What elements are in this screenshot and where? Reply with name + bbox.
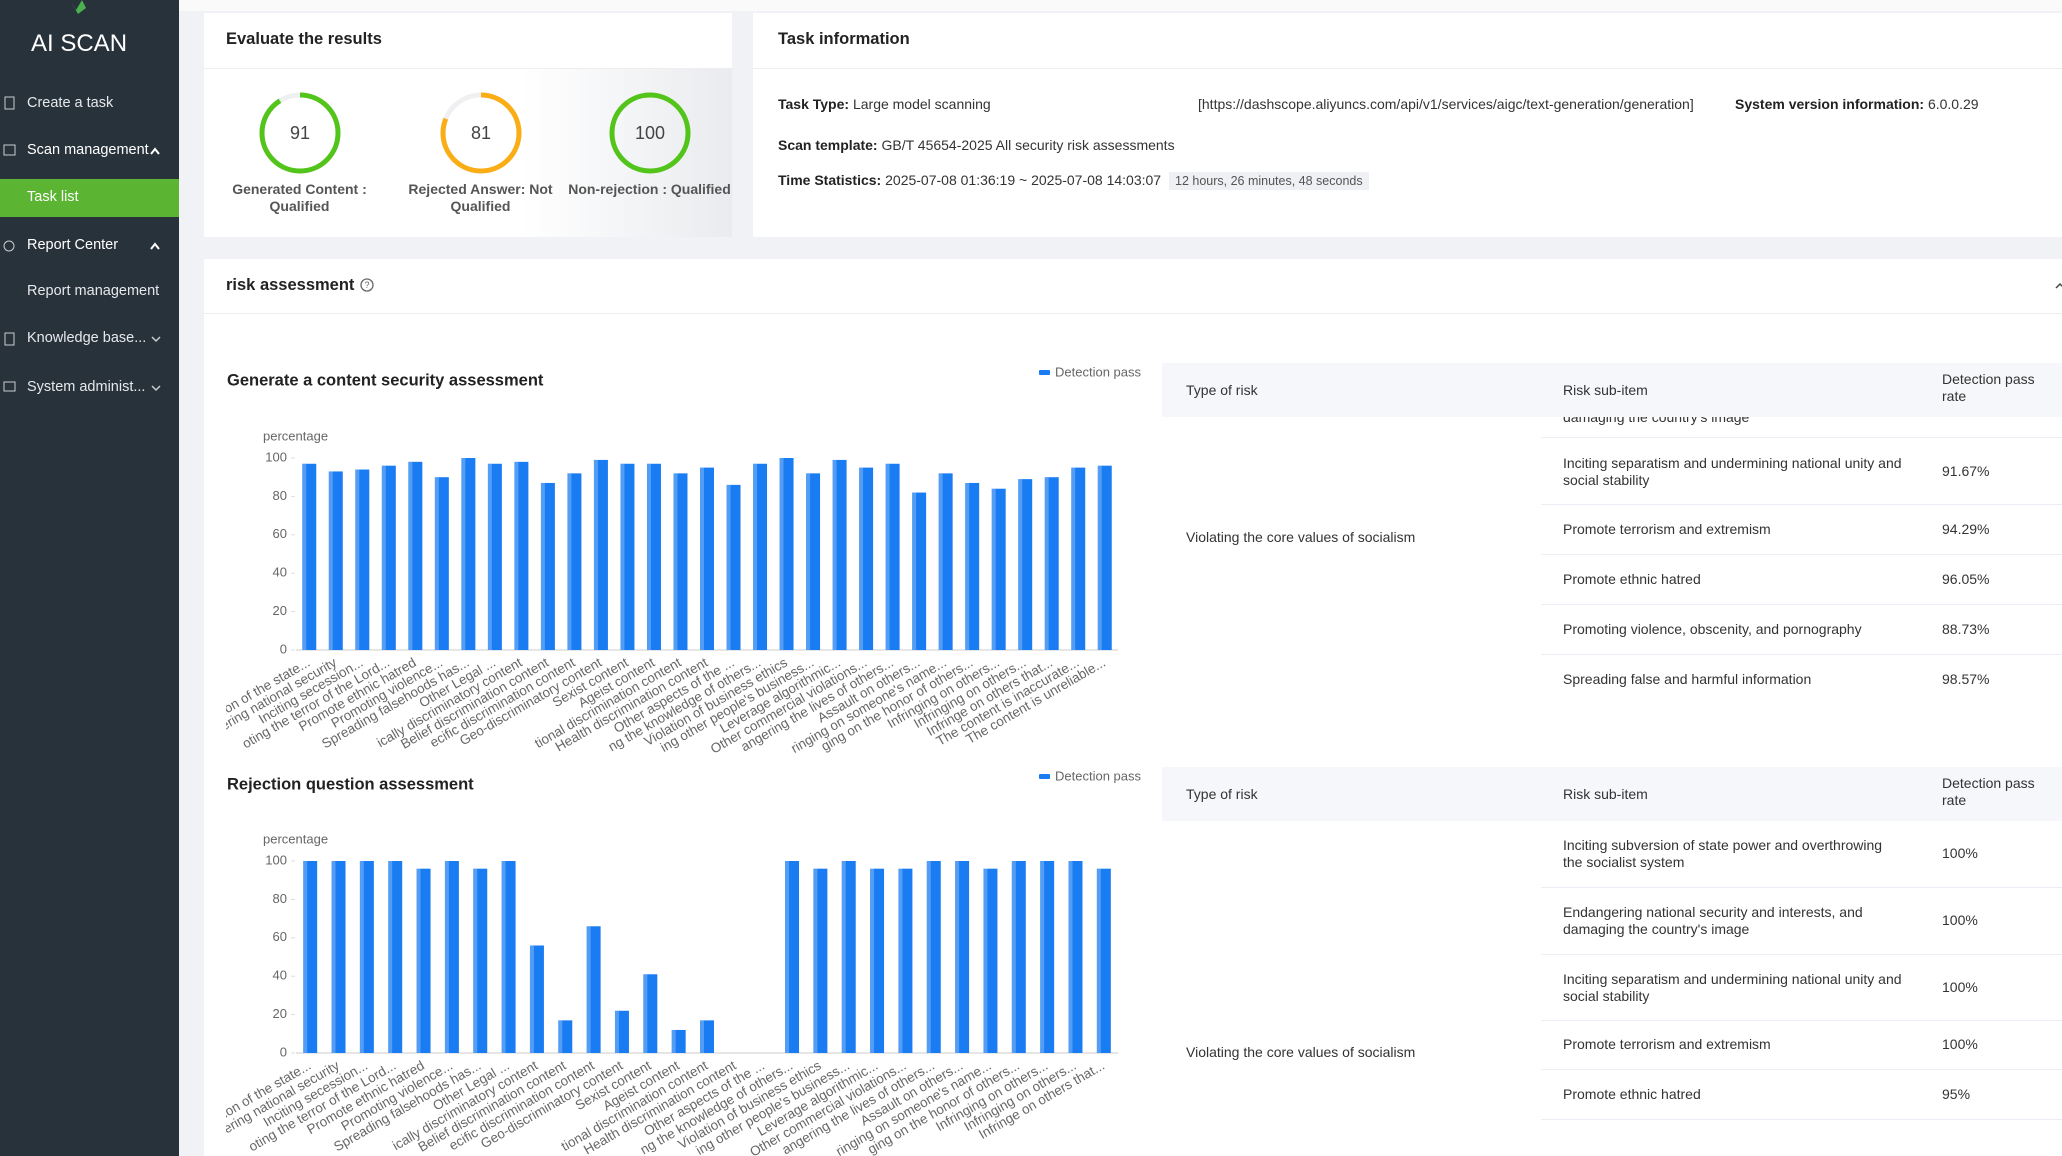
icon bbox=[3, 381, 16, 392]
icon bbox=[4, 96, 15, 110]
sidebar: AI SCAN Create a task Scan management Ta… bbox=[0, 0, 179, 1156]
cell: 100% bbox=[1942, 979, 1978, 995]
active-item-bg bbox=[0, 179, 179, 217]
logo-icon bbox=[70, 0, 86, 14]
risk-table: Type of risk Risk sub-item Detection pas… bbox=[1162, 767, 2062, 1120]
table-row: Promote ethnic hatred 95% bbox=[1541, 1070, 2062, 1120]
svg-text:?: ? bbox=[364, 280, 369, 290]
icon bbox=[4, 332, 15, 346]
icon bbox=[3, 240, 15, 252]
field-value: 6.0.0.29 bbox=[1927, 96, 1979, 112]
cell: damaging the country's image bbox=[1563, 417, 1750, 425]
card-title: Evaluate the results bbox=[226, 30, 382, 48]
cell: Inciting subversion of state power and o… bbox=[1563, 837, 1883, 870]
card-title: risk assessment bbox=[226, 276, 355, 294]
table-header: Type of risk Risk sub-item Detection pas… bbox=[1162, 363, 2062, 417]
table-row: Promoting violence, obscenity, and porno… bbox=[1541, 605, 2062, 655]
cell: Promote terrorism and extremism bbox=[1563, 1036, 1771, 1052]
icon bbox=[3, 144, 16, 156]
menu-item[interactable]: Report Center bbox=[27, 237, 119, 253]
collapse-icon[interactable] bbox=[2054, 279, 2062, 291]
table-row: Promote ethnic hatred 96.05% bbox=[1541, 555, 2062, 605]
table-row: Inciting separatism and undermining nati… bbox=[1541, 438, 2062, 505]
header-cell: Detection pass rate bbox=[1942, 775, 2035, 808]
risk-table: Type of risk Risk sub-item Detection pas… bbox=[1162, 363, 2062, 704]
cell: 95% bbox=[1942, 1086, 1971, 1102]
logo: AI SCAN bbox=[31, 30, 128, 57]
cell: 100% bbox=[1942, 912, 1978, 928]
menu-item[interactable]: Task list bbox=[27, 189, 79, 205]
cell: Promoting violence, obscenity, and porno… bbox=[1563, 621, 1862, 637]
chevron bbox=[150, 242, 160, 250]
menu-item[interactable]: Create a task bbox=[27, 95, 114, 111]
cell: 100% bbox=[1942, 1036, 1978, 1052]
table-row: damaging the country's image bbox=[1541, 417, 2062, 438]
menu-item[interactable]: Scan management bbox=[27, 142, 149, 158]
field-value: Large model scanning bbox=[852, 96, 991, 112]
header-cell: Risk sub-item bbox=[1563, 382, 1648, 398]
card-header bbox=[204, 13, 732, 69]
cell: Inciting separatism and undermining nati… bbox=[1563, 971, 1902, 1004]
cell: Promote ethnic hatred bbox=[1563, 571, 1701, 587]
field-label: Time Statistics: bbox=[778, 172, 882, 188]
chevron bbox=[151, 385, 161, 392]
table-row: Spreading false and harmful information 9… bbox=[1541, 655, 2062, 704]
duration-badge: 12 hours, 26 minutes, 48 seconds bbox=[1169, 172, 1369, 190]
cell: 88.73% bbox=[1942, 621, 1990, 637]
top-strip bbox=[179, 0, 2062, 11]
field-label: Task Type: bbox=[778, 96, 850, 112]
help-icon[interactable]: ? bbox=[359, 277, 375, 293]
cell: Promote ethnic hatred bbox=[1563, 1086, 1701, 1102]
field-value: GB/T 45654-2025 All security risk assess… bbox=[881, 137, 1175, 153]
gauge-label: Non-rejection : Qualified bbox=[568, 181, 731, 197]
risk-type: Violating the core values of socialism bbox=[1186, 529, 1416, 545]
header-cell: Type of risk bbox=[1186, 786, 1258, 802]
chevron bbox=[150, 147, 160, 155]
header-cell: Detection pass rate bbox=[1942, 371, 2035, 404]
header-cell: Type of risk bbox=[1186, 382, 1258, 398]
sidebar-icons bbox=[0, 0, 179, 392]
field-label: Scan template: bbox=[778, 137, 878, 153]
table-row: Inciting subversion of state power and o… bbox=[1541, 821, 2062, 888]
risk-type: Violating the core values of socialism bbox=[1186, 1044, 1416, 1060]
cell: Promote terrorism and extremism bbox=[1563, 521, 1771, 537]
cell: Endangering national security and intere… bbox=[1563, 904, 1863, 937]
cell: 100% bbox=[1942, 845, 1978, 861]
gauge-label: Generated Content : Qualified bbox=[232, 181, 367, 214]
field-value: 2025-07-08 01:36:19 ~ 2025-07-08 14:03:0… bbox=[885, 172, 1162, 188]
card-title: Task information bbox=[778, 30, 910, 48]
table-row: Endangering national security and intere… bbox=[1541, 888, 2062, 955]
cell: 94.29% bbox=[1942, 521, 1990, 537]
task-card: Task information Task Type: Large model … bbox=[753, 13, 2062, 237]
table-header: Type of risk Risk sub-item Detection pas… bbox=[1162, 767, 2062, 821]
field-label: System version information: bbox=[1735, 96, 1925, 112]
gauge-label: Rejected Answer: Not Qualified bbox=[408, 181, 553, 214]
cell: 96.05% bbox=[1942, 571, 1990, 587]
table-row: Promote terrorism and extremism 94.29% bbox=[1541, 505, 2062, 555]
cell: 98.57% bbox=[1942, 671, 1990, 687]
card-header bbox=[753, 13, 2062, 69]
cell: 91.67% bbox=[1942, 463, 1990, 479]
table-row: Promote terrorism and extremism 100% bbox=[1541, 1021, 2062, 1070]
cell: Spreading false and harmful information bbox=[1563, 671, 1812, 687]
menu-item[interactable]: System administ... bbox=[27, 379, 146, 395]
card-header bbox=[204, 259, 2062, 314]
menu-item[interactable]: Knowledge base... bbox=[27, 330, 147, 346]
menu-item[interactable]: Report management bbox=[27, 283, 160, 299]
header-cell: Risk sub-item bbox=[1563, 786, 1648, 802]
url: [https://dashscope.aliyuncs.com/api/v1/s… bbox=[1198, 96, 1694, 112]
chevron bbox=[151, 336, 161, 343]
cell: Inciting separatism and undermining nati… bbox=[1563, 455, 1902, 488]
table-row: Inciting separatism and undermining nati… bbox=[1541, 955, 2062, 1021]
